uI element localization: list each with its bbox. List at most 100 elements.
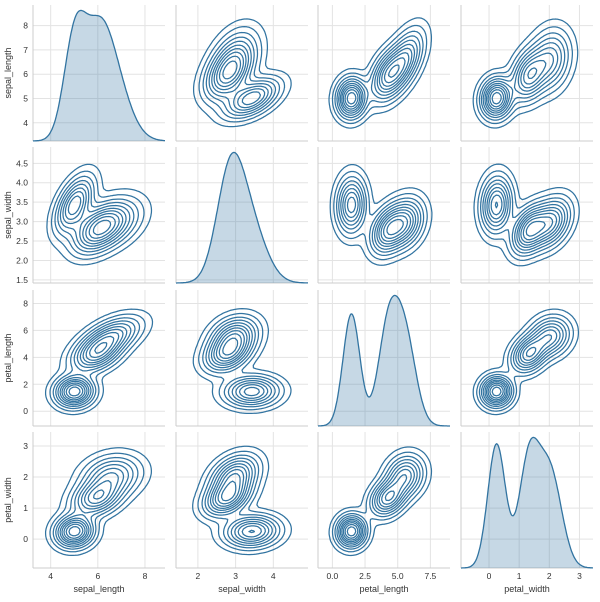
contour-level-8 <box>67 195 120 242</box>
y-tick-label: 4.5 <box>16 158 28 168</box>
contour-level-2 <box>197 450 286 552</box>
contour-level-4 <box>480 320 567 408</box>
y-tick-label: 5 <box>23 94 28 104</box>
panel-petal_width-vs-sepal_width: 2 3 4 sepal_width <box>175 432 308 594</box>
y-tick-label: 1.5 <box>16 275 28 285</box>
panel-sepal_length-vs-petal_length <box>317 5 450 142</box>
contour-level-8 <box>342 52 410 110</box>
contour-level-5 <box>208 40 273 114</box>
contour-level-3 <box>478 32 569 121</box>
x-tick-label: 7.5 <box>424 571 436 581</box>
contour-level-7 <box>212 465 266 540</box>
y-axis-label: sepal_length <box>3 47 13 98</box>
panel-sepal_width-vs-petal_width <box>460 147 593 284</box>
y-tick-label: 8 <box>23 298 28 308</box>
contour-level-10 <box>222 60 238 80</box>
contour-level-7 <box>344 191 414 245</box>
contour-level-8 <box>487 334 553 401</box>
panel-sepal_length-vs-petal_width <box>460 5 593 142</box>
y-tick-label: 3.0 <box>16 217 28 227</box>
kde-fill <box>33 10 165 142</box>
contour-level-3 <box>334 455 424 550</box>
contour-level-1 <box>192 307 292 415</box>
contour-level-8 <box>487 59 547 110</box>
x-tick-label: 1 <box>517 571 522 581</box>
contour-level-1 <box>44 308 154 416</box>
contour-level-8 <box>214 468 262 538</box>
contour-level-10 <box>491 91 502 105</box>
contour-level-6 <box>339 465 415 544</box>
panel-petal_width-vs-petal_width: 0 1 2 3 petal_width <box>460 432 593 594</box>
contour-level-3 <box>52 456 139 550</box>
contour-level-1 <box>192 445 293 556</box>
contour-level-6 <box>59 467 125 544</box>
contour-level-9 <box>217 472 256 534</box>
kde-line <box>317 294 450 427</box>
contour-level-1 <box>328 17 433 129</box>
contour-level-2 <box>476 313 575 412</box>
contour-level-10 <box>92 219 112 236</box>
contour-level-4 <box>480 37 566 119</box>
contour-level-6 <box>342 187 417 248</box>
contour-level-5 <box>59 183 131 250</box>
x-tick-label: 3 <box>577 571 582 581</box>
contour-level-6 <box>209 463 270 542</box>
y-tick-label: 3.5 <box>16 197 28 207</box>
contour-level-2 <box>331 24 428 125</box>
contour-level-9 <box>65 489 105 539</box>
contour-level-4 <box>55 460 134 548</box>
y-tick-label: 2.5 <box>16 236 28 246</box>
contour-level-2 <box>476 26 574 125</box>
contour-level-8 <box>63 331 120 401</box>
contour-level-10 <box>222 337 239 356</box>
contour-level-5 <box>57 323 132 406</box>
contour-level-9 <box>382 215 409 240</box>
x-axis-label: sepal_length <box>73 584 124 594</box>
contour-level-10 <box>491 386 502 397</box>
y-tick-label: 2 <box>23 472 28 482</box>
panel-petal_length-vs-sepal_width <box>175 290 308 427</box>
contour-level-3 <box>335 176 425 257</box>
contour-level-5 <box>207 460 273 544</box>
contour-level-4 <box>338 180 422 253</box>
kde-fill <box>461 437 593 568</box>
contour-level-7 <box>61 328 124 403</box>
contour-level-7 <box>485 52 555 112</box>
contour-level-7 <box>213 47 266 109</box>
contour-level-5 <box>208 322 273 404</box>
y-tick-label: 7 <box>23 45 28 55</box>
contour-level-2 <box>477 170 575 262</box>
panel-sepal_length-vs-sepal_length: 4 5 6 7 8 sepal_length <box>3 5 165 142</box>
contour-level-5 <box>57 463 130 546</box>
contour-level-5 <box>338 462 418 546</box>
contour-level-9 <box>489 67 538 108</box>
contour-level-1 <box>192 18 292 128</box>
panel-petal_length-vs-petal_width <box>460 290 593 427</box>
y-tick-label: 4 <box>23 118 28 128</box>
contour-level-1 <box>329 163 433 266</box>
contour-level-6 <box>211 44 269 111</box>
contour-level-1 <box>44 447 153 557</box>
y-tick-label: 6 <box>23 69 28 79</box>
contour-level-3 <box>334 30 424 121</box>
contour-level-6 <box>210 324 269 402</box>
y-axis-label: petal_width <box>3 477 13 523</box>
y-tick-label: 3 <box>23 441 28 451</box>
contour-level-8 <box>490 194 558 244</box>
x-axis-label: petal_width <box>504 584 550 594</box>
kde-line <box>33 9 165 142</box>
x-tick-label: 8 <box>143 571 148 581</box>
contour-level-1 <box>328 446 433 557</box>
y-tick-label: 4 <box>23 352 28 362</box>
contour-level-6 <box>339 43 416 114</box>
y-tick-label: 0 <box>23 534 28 544</box>
contour-level-9 <box>489 346 537 399</box>
contour-level-2 <box>333 170 428 261</box>
contour-level-1 <box>46 163 153 266</box>
y-tick-label: 8 <box>23 21 28 31</box>
x-tick-label: 0.0 <box>326 571 338 581</box>
contour-level-2 <box>331 451 428 553</box>
y-tick-label: 2 <box>23 379 28 389</box>
contour-level-7 <box>488 190 561 246</box>
contour-level-5 <box>338 39 418 116</box>
